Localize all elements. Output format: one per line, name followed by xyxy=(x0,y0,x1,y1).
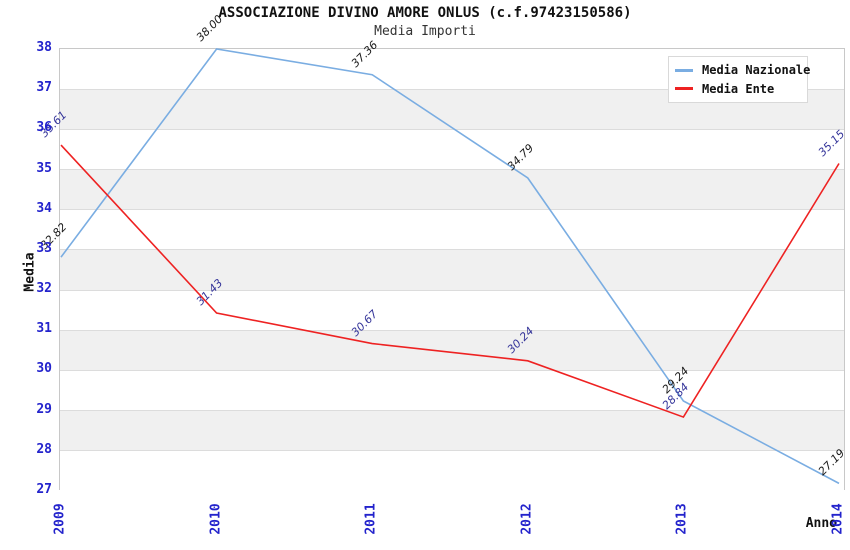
y-tick-label: 30 xyxy=(36,361,52,377)
y-tick-label: 38 xyxy=(36,40,52,55)
gridline xyxy=(60,169,844,171)
y-tick-label: 28 xyxy=(36,441,52,457)
legend: Media Nazionale Media Ente xyxy=(668,56,810,103)
background-band xyxy=(60,450,844,491)
gridline xyxy=(60,329,844,331)
x-tick-label: 2009 xyxy=(52,503,68,535)
chart-title: ASSOCIAZIONE DIVINO AMORE ONLUS (c.f.974… xyxy=(218,5,632,21)
gridline xyxy=(60,369,844,371)
y-tick-label: 34 xyxy=(36,200,52,216)
gridline xyxy=(60,249,844,251)
gridline xyxy=(60,88,844,90)
media-ente-line-swatch xyxy=(675,87,693,91)
background-band xyxy=(60,290,844,331)
gridline xyxy=(60,209,844,211)
background-band xyxy=(60,209,844,250)
y-tick-label: 36 xyxy=(36,120,52,136)
x-axis-title: Anno xyxy=(805,516,837,531)
legend-item-media-nazionale: Media Nazionale xyxy=(675,63,810,77)
media-nazionale-line-swatch xyxy=(675,68,693,72)
x-tick-label: 2012 xyxy=(519,503,535,535)
y-tick-label: 32 xyxy=(36,281,52,297)
background-band xyxy=(60,169,844,210)
line-media-ente xyxy=(60,144,840,419)
background-band xyxy=(60,370,844,411)
series-lines xyxy=(60,48,840,485)
background-band xyxy=(60,249,844,291)
y-tick-label: 35 xyxy=(36,160,52,176)
legend-item-media-ente: Media Ente xyxy=(675,82,801,96)
y-tick-label: 37 xyxy=(36,80,52,96)
x-tick-label: 2014 xyxy=(830,503,846,535)
legend-label-media-ente: Media Ente xyxy=(702,81,775,96)
line-media-nazionale xyxy=(60,48,840,485)
background-band xyxy=(60,330,844,371)
gridline xyxy=(60,410,844,412)
y-tick-label: 31 xyxy=(36,321,52,337)
legend-label-media-nazionale: Media Nazionale xyxy=(702,63,811,78)
chart-subtitle: Media Importi xyxy=(374,24,476,39)
plot-area: 32.82 38.00 37.36 34.79 29.24 27.19 35.61 31.43… xyxy=(38,13,847,491)
x-tick-label: 2011 xyxy=(363,503,379,535)
y-tick-label: 33 xyxy=(36,240,52,256)
gridline xyxy=(60,450,844,452)
gridline xyxy=(60,128,844,130)
y-tick-label: 27 xyxy=(36,482,52,497)
y-tick-label: 29 xyxy=(36,401,52,417)
background-band xyxy=(60,129,844,170)
x-tick-label: 2013 xyxy=(674,503,690,535)
x-tick-label: 2010 xyxy=(208,503,224,535)
gridline xyxy=(60,289,844,291)
